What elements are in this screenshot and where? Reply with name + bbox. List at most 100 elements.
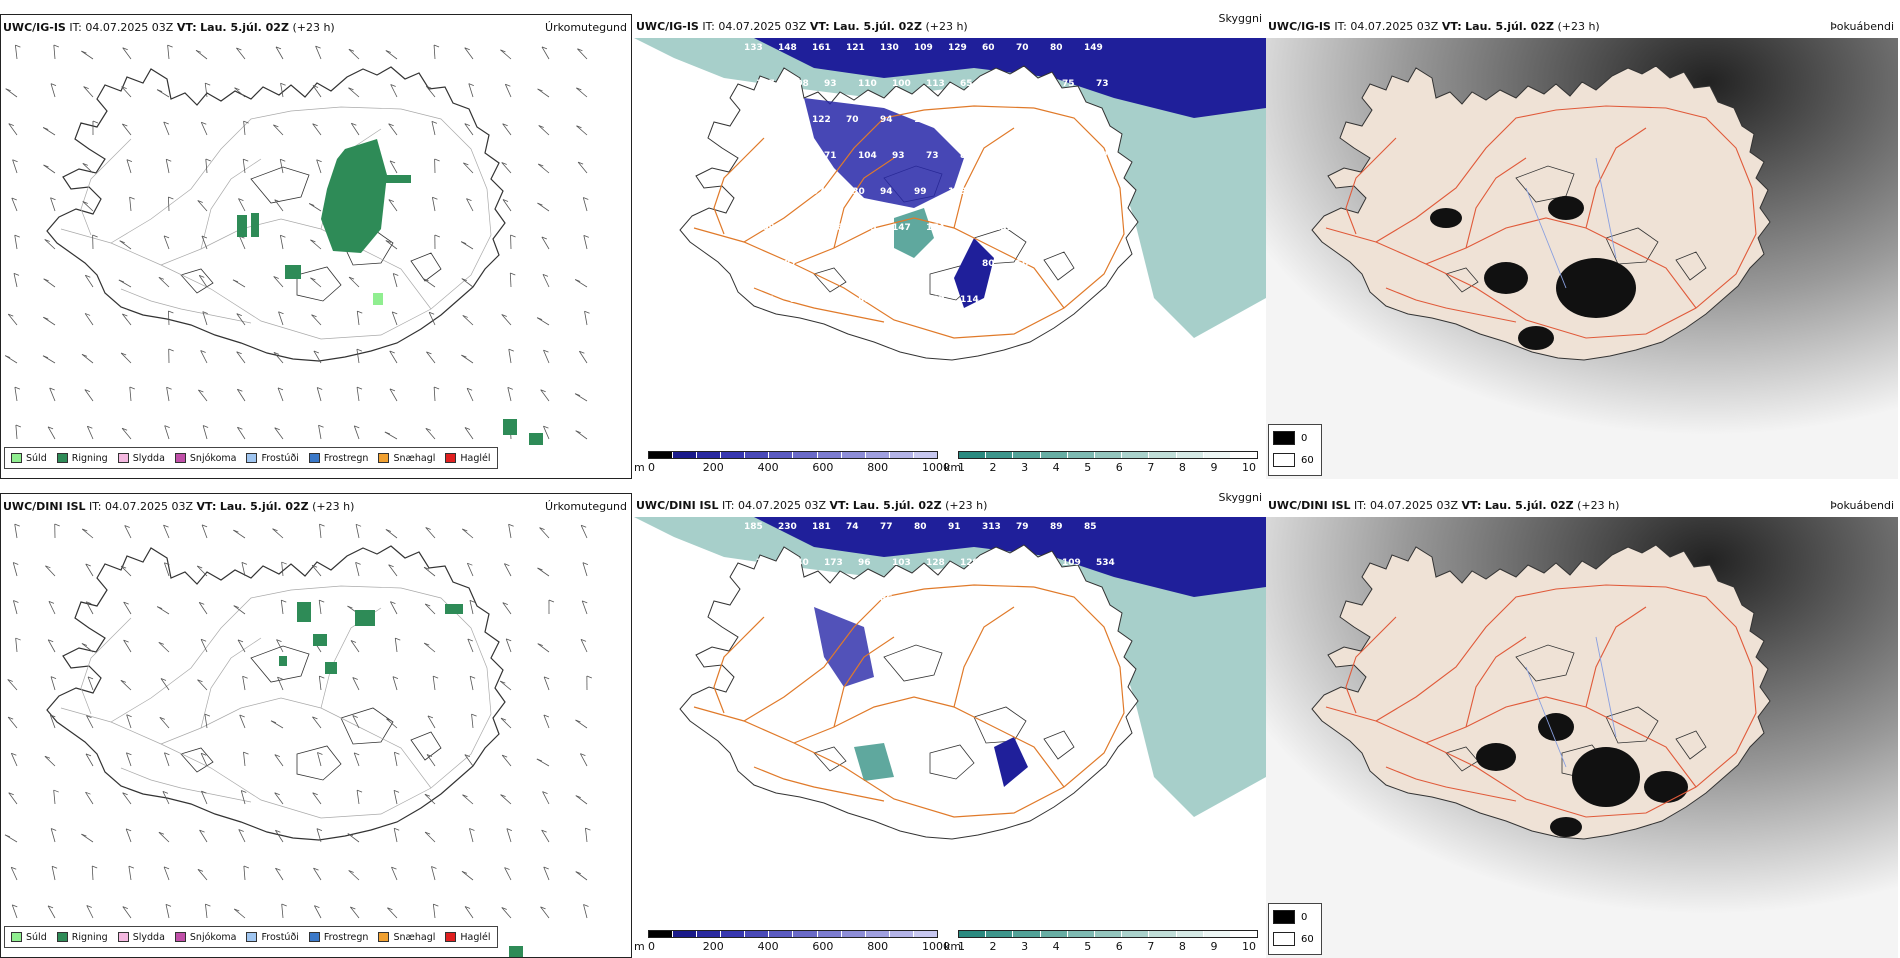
wind-barb bbox=[538, 89, 549, 97]
fog-legend-label: 0 bbox=[1301, 433, 1307, 444]
rain-area bbox=[503, 419, 517, 435]
wind-barb bbox=[504, 564, 511, 576]
colorbar-tick-label: 0 bbox=[648, 940, 655, 953]
wind-barb-tick bbox=[511, 235, 516, 237]
cloud-base-label: 130 bbox=[880, 43, 899, 53]
visibility-panel-row1: UWC/IG-IS IT: 04.07.2025 03Z VT: Lau. 5.… bbox=[634, 14, 1266, 479]
panel-header: UWC/IG-IS IT: 04.07.2025 03Z VT: Lau. 5.… bbox=[636, 20, 1262, 36]
fog-area bbox=[1518, 326, 1554, 350]
colorbar-tick-label: 5 bbox=[1084, 461, 1091, 474]
it-value: 04.07.2025 03Z bbox=[718, 20, 806, 33]
cloud-base-label: 216 bbox=[824, 223, 843, 233]
lead-time: (+23 h) bbox=[1577, 499, 1619, 512]
colorbar-tick-label: 4 bbox=[1053, 940, 1060, 953]
wind-barb bbox=[469, 828, 473, 842]
wind-barb bbox=[394, 828, 397, 842]
fog-area bbox=[1644, 771, 1688, 803]
cloud-base-label: 127 bbox=[756, 79, 775, 89]
cloud-base-label: 87 bbox=[778, 115, 791, 125]
wind-barb-tick bbox=[281, 83, 286, 85]
wind-barb bbox=[205, 904, 207, 918]
legend-label: Slydda bbox=[133, 453, 165, 464]
wind-barb-tick bbox=[205, 83, 210, 85]
wind-barb bbox=[167, 387, 169, 401]
cloud-base-label: 133 bbox=[858, 223, 877, 233]
colorbar-tick-label: 7 bbox=[1147, 461, 1154, 474]
wind-barb bbox=[349, 49, 359, 59]
cloud-base-label: 313 bbox=[982, 522, 1001, 532]
legend-swatch bbox=[118, 932, 129, 942]
colorbar-segment bbox=[1013, 452, 1040, 458]
wind-barb bbox=[203, 426, 207, 439]
wind-barb bbox=[507, 829, 511, 842]
cloud-base-label: 130 bbox=[846, 187, 865, 197]
legend-item: Haglél bbox=[445, 932, 490, 943]
wind-barb-tick bbox=[167, 387, 172, 389]
it-value: 04.07.2025 03Z bbox=[738, 499, 826, 512]
cloud-base-label: 93 bbox=[892, 151, 905, 161]
colorbar-segment bbox=[866, 931, 890, 937]
colorbar-tick-label: 6 bbox=[1116, 461, 1123, 474]
model-name: UWC/IG-IS bbox=[636, 20, 699, 33]
wind-barb bbox=[386, 529, 397, 538]
cloud-base-label: 79 bbox=[824, 295, 837, 305]
product-title: Úrkomutegund bbox=[545, 21, 627, 34]
rain-area bbox=[285, 265, 301, 279]
vt-value: Lau. 5.júl. 02Z bbox=[833, 20, 922, 33]
wind-barb bbox=[543, 792, 549, 804]
cloud-base-label: 50 bbox=[1016, 259, 1029, 269]
it-label: IT: bbox=[1354, 499, 1366, 512]
colorbar-segment bbox=[721, 931, 745, 937]
wind-barb bbox=[575, 720, 587, 728]
wind-barb-tick bbox=[15, 524, 20, 526]
cloud-base-label: 70 bbox=[790, 223, 803, 233]
wind-barb bbox=[45, 239, 55, 249]
wind-barb bbox=[81, 834, 93, 842]
ptype-panel-row1: UWC/IG-IS IT: 04.07.2025 03Z VT: Lau. 5.… bbox=[0, 14, 632, 479]
fog-legend-label: 60 bbox=[1301, 455, 1314, 466]
wind-barb bbox=[201, 351, 207, 363]
product-title: Þokuábendi bbox=[1830, 499, 1894, 512]
iceland-map-svg bbox=[1, 518, 632, 958]
cloud-base-label: 88 bbox=[1016, 115, 1029, 125]
cloud-base-label: 122 bbox=[926, 295, 945, 305]
cloud-base-label: 53 bbox=[994, 558, 1007, 568]
wind-barb bbox=[166, 904, 169, 918]
cloud-base-label: 173 bbox=[1028, 223, 1047, 233]
rain-area bbox=[313, 634, 327, 646]
cloud-base-label: 185 bbox=[744, 522, 763, 532]
it-label: IT: bbox=[69, 21, 81, 34]
colorbar-tick-label: 7 bbox=[1147, 940, 1154, 953]
wind-barb bbox=[314, 906, 321, 918]
cloud-base-label: 87 bbox=[1062, 151, 1075, 161]
panel-header: UWC/IG-IS IT: 04.07.2025 03Z VT: Lau. 5.… bbox=[1268, 20, 1894, 36]
wind-barb bbox=[349, 871, 359, 880]
colorbar-segment bbox=[1177, 931, 1204, 937]
wind-barb bbox=[320, 524, 321, 538]
wind-barb bbox=[15, 235, 17, 249]
fog-panel-row2: UWC/DINI ISL IT: 04.07.2025 03Z VT: Lau.… bbox=[1266, 493, 1898, 958]
cloud-base-label: 89 bbox=[1050, 522, 1063, 532]
cloud-base-label: 109 bbox=[982, 187, 1001, 197]
wind-barb bbox=[14, 273, 17, 287]
cloud-base-label: 118 bbox=[994, 295, 1013, 305]
wind-barb bbox=[165, 426, 169, 439]
legend-label: Haglél bbox=[460, 932, 490, 943]
wind-barb bbox=[538, 644, 549, 652]
wind-barb bbox=[434, 387, 435, 401]
colorbar-segment bbox=[866, 452, 890, 458]
rain-area bbox=[297, 602, 311, 622]
wind-barb-tick bbox=[319, 425, 324, 427]
vt-label: VT: bbox=[1442, 20, 1462, 33]
cloud-base-label: 122 bbox=[1050, 187, 1069, 197]
it-value: 04.07.2025 03Z bbox=[1350, 20, 1438, 33]
panel-header: UWC/IG-IS IT: 04.07.2025 03Z VT: Lau. 5.… bbox=[3, 21, 627, 37]
colorbar-tick-label: 8 bbox=[1179, 940, 1186, 953]
colorbar-tick-label: 6 bbox=[1116, 940, 1123, 953]
colorbar-tick-label: 9 bbox=[1210, 940, 1217, 953]
wind-barb-tick bbox=[16, 425, 21, 427]
cloud-base-label: 230 bbox=[778, 522, 797, 532]
wind-barb bbox=[282, 904, 283, 918]
cloud-base-label: 104 bbox=[858, 151, 877, 161]
colorbar-segment bbox=[1095, 931, 1122, 937]
